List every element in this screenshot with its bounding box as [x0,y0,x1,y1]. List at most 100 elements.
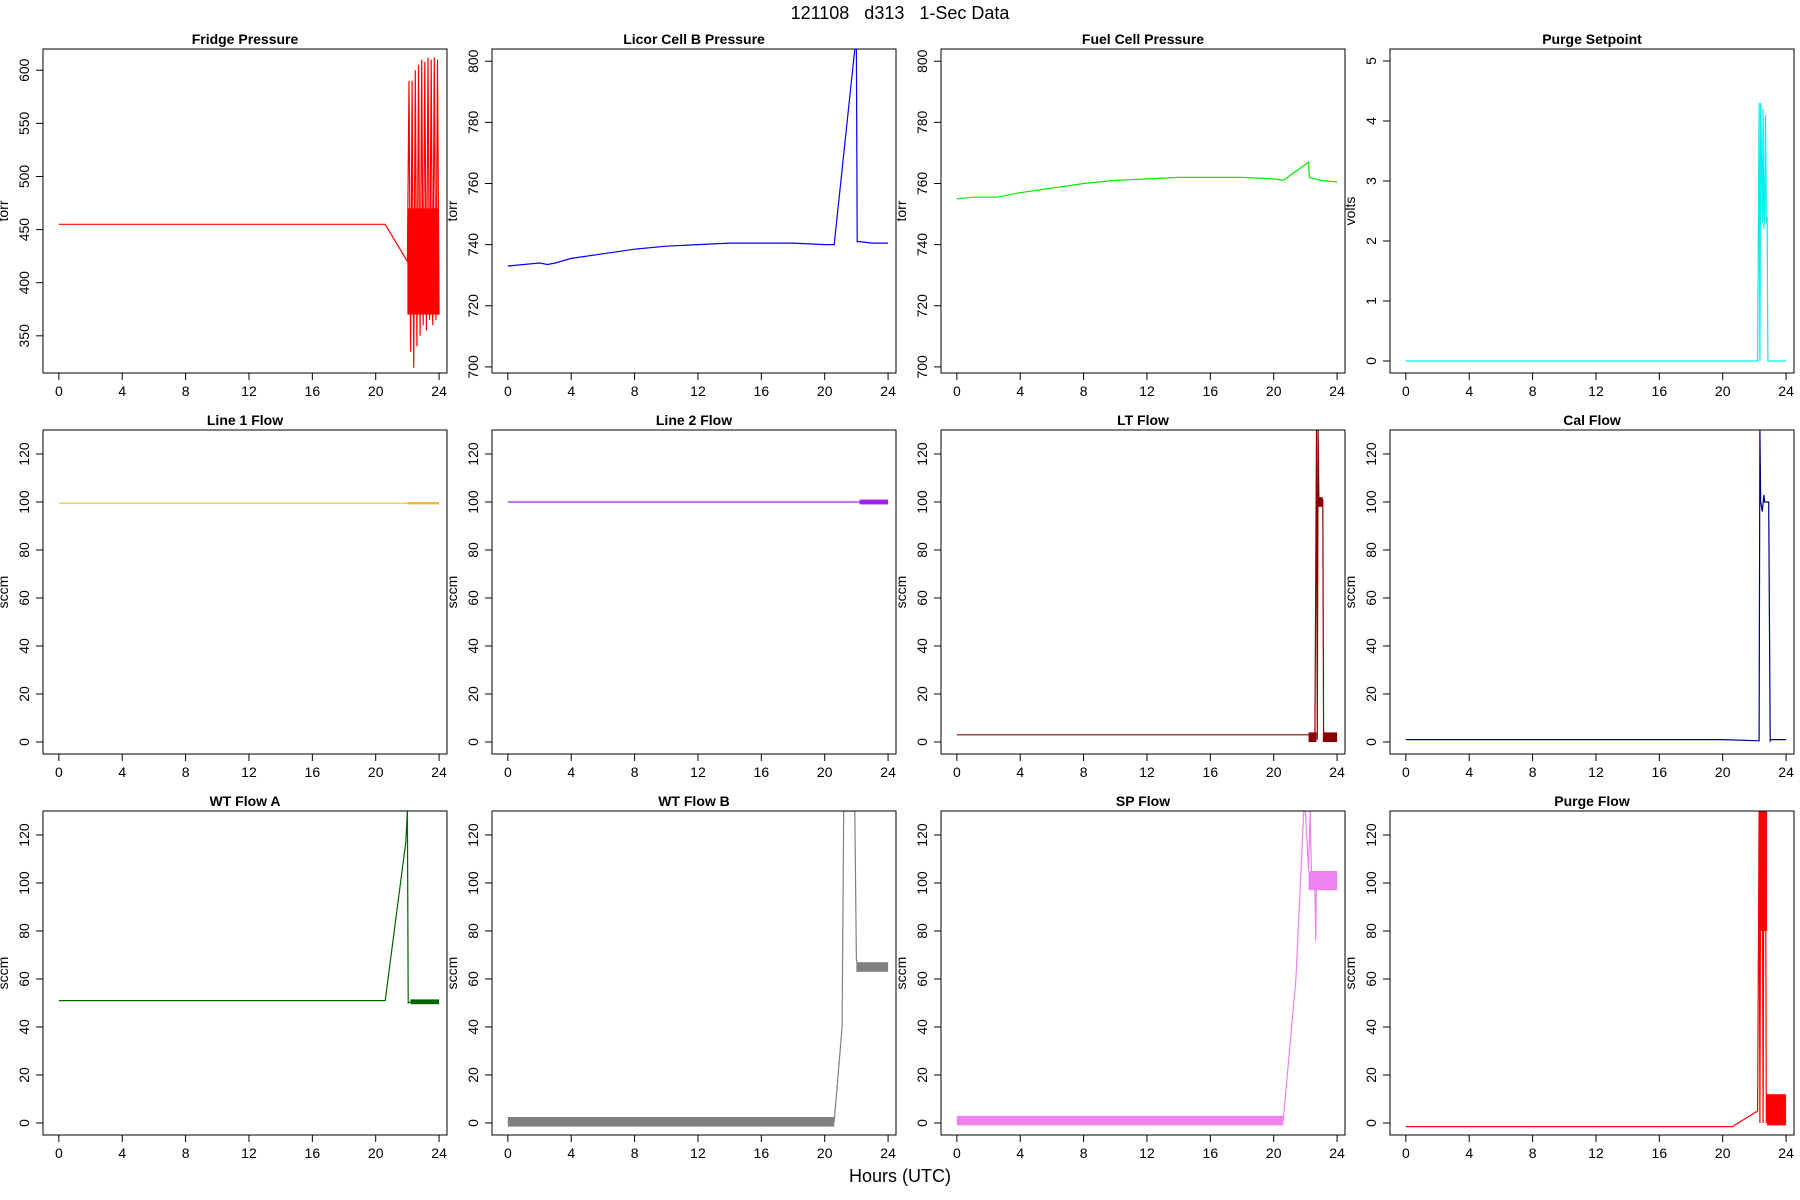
plot-frame [491,429,897,755]
x-tick-label: 24 [1329,383,1345,399]
x-tick-label: 0 [1402,1145,1410,1161]
y-tick-label: 800 [914,49,930,73]
y-tick-label: 0 [914,738,930,746]
plot-frame [491,810,897,1136]
x-tick-label: 20 [1266,1145,1282,1161]
y-tick-label: 120 [914,823,930,847]
y-axis-label: sccm [444,576,460,609]
panel-title: Fuel Cell Pressure [1082,31,1204,47]
y-tick-label: 0 [465,738,481,746]
y-tick-label: 740 [465,233,481,257]
y-tick-label: 60 [914,971,930,987]
panel: Line 1 Flow sccm 0 4 8 12 16 20 24 0 20 40 60 80 100 12… [0,412,448,780]
x-tick-label: 16 [754,1145,770,1161]
x-tick-label: 4 [118,764,126,780]
x-tick-label: 4 [1465,764,1473,780]
panel: Cal Flow sccm 0 4 8 12 16 20 24 0 20 40 60 80 100 120 [1342,412,1795,780]
x-tick-label: 8 [182,1145,190,1161]
x-tick-label: 20 [1266,764,1282,780]
y-tick-label: 120 [1363,442,1379,466]
noise-band [1322,732,1338,742]
y-tick-label: 400 [16,271,32,295]
x-tick-label: 16 [1203,764,1219,780]
x-tick-label: 24 [1329,1145,1345,1161]
panel-title: WT Flow A [209,793,280,809]
x-tick-label: 20 [368,383,384,399]
x-tick-label: 16 [1652,764,1668,780]
x-tick-label: 12 [241,383,257,399]
x-tick-label: 8 [631,1145,639,1161]
x-tick-label: 20 [368,764,384,780]
panel-title: Cal Flow [1563,412,1621,428]
plot-area [58,57,440,368]
y-tick-label: 120 [16,442,32,466]
x-tick-label: 16 [305,764,321,780]
x-tick-label: 24 [1778,383,1794,399]
y-tick-label: 60 [1363,590,1379,606]
y-tick-label: 120 [465,823,481,847]
y-tick-label: 80 [1363,542,1379,558]
y-tick-label: 40 [465,638,481,654]
panel-title: WT Flow B [658,793,730,809]
panel: WT Flow B sccm 0 4 8 12 16 20 24 0 20 40 60 80 100 120 [444,793,897,1161]
y-tick-label: 700 [465,355,481,379]
y-tick-label: 500 [16,165,32,189]
y-tick-label: 80 [465,542,481,558]
plot-area [956,811,1338,1126]
panel: Line 2 Flow sccm 0 4 8 12 16 20 24 0 20 40 60 80 100 12… [444,412,897,780]
y-tick-label: 760 [914,172,930,196]
y-tick-label: 0 [1363,1119,1379,1127]
plot-area [507,811,889,1127]
plot-frame [1389,429,1795,755]
x-tick-label: 16 [1203,383,1219,399]
y-axis-label: torr [893,200,909,221]
y-tick-label: 40 [465,1019,481,1035]
y-tick-label: 40 [16,1019,32,1035]
y-tick-label: 20 [465,1067,481,1083]
x-tick-label: 24 [880,764,896,780]
series-line [956,160,1338,200]
panel-title: Line 2 Flow [656,412,732,428]
plot-area [1405,430,1787,743]
y-tick-label: 780 [914,110,930,134]
y-tick-label: 100 [914,871,930,895]
x-tick-label: 12 [241,1145,257,1161]
y-tick-label: 720 [465,294,481,318]
x-tick-label: 20 [1266,383,1282,399]
series-line [1405,430,1787,743]
y-tick-label: 120 [465,442,481,466]
y-tick-label: 40 [1363,638,1379,654]
x-tick-label: 16 [1652,1145,1668,1161]
y-tick-label: 100 [465,871,481,895]
y-tick-label: 0 [1363,738,1379,746]
y-tick-label: 40 [1363,1019,1379,1035]
y-tick-label: 20 [465,686,481,702]
x-tick-label: 4 [118,1145,126,1161]
x-tick-label: 8 [1080,383,1088,399]
x-tick-label: 8 [1080,1145,1088,1161]
x-tick-label: 20 [1715,383,1731,399]
x-tick-label: 24 [431,764,447,780]
plot-area [956,160,1338,200]
y-tick-label: 0 [16,738,32,746]
x-tick-label: 4 [567,383,575,399]
plot-area [507,49,889,267]
x-tick-label: 0 [504,764,512,780]
x-tick-label: 4 [1016,1145,1024,1161]
x-tick-label: 20 [817,764,833,780]
y-axis-label: sccm [0,957,11,990]
x-tick-label: 16 [305,383,321,399]
y-tick-label: 60 [1363,971,1379,987]
y-tick-label: 20 [16,686,32,702]
y-tick-label: 100 [16,871,32,895]
panel: SP Flow sccm 0 4 8 12 16 20 24 0 20 40 60 80 100 120 [893,793,1346,1161]
x-tick-label: 8 [182,383,190,399]
plot-area [956,430,1338,742]
y-tick-label: 80 [1363,923,1379,939]
y-tick-label: 80 [465,923,481,939]
x-tick-label: 0 [1402,764,1410,780]
y-tick-label: 120 [16,823,32,847]
y-tick-label: 80 [914,542,930,558]
panel-title: Purge Setpoint [1542,31,1642,47]
panel-title: Purge Flow [1554,793,1630,809]
